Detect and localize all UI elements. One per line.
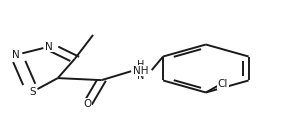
Text: H
N: H N: [137, 60, 145, 81]
Text: Cl: Cl: [218, 79, 228, 89]
Text: S: S: [29, 87, 36, 97]
Text: N: N: [45, 42, 53, 52]
Text: N: N: [12, 50, 20, 60]
Text: NH: NH: [133, 66, 149, 75]
Text: O: O: [83, 99, 92, 109]
